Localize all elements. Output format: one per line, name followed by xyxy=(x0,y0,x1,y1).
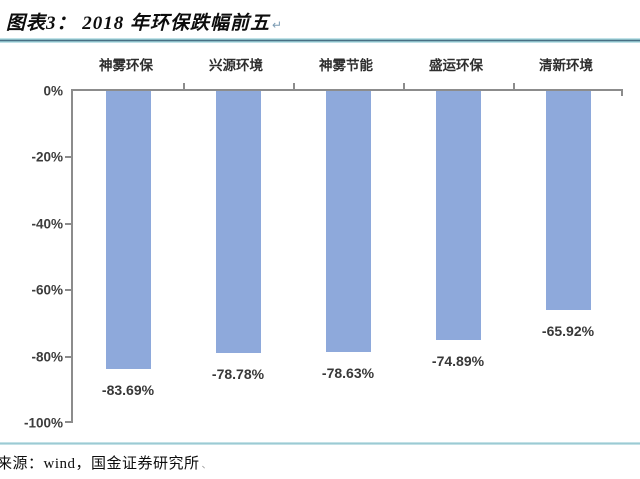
x-axis-tick xyxy=(403,83,405,89)
y-axis-label: -60% xyxy=(31,282,63,298)
category-axis: 神雾环保 兴源环境 神雾节能 盛运环保 清新环境 xyxy=(71,54,621,73)
category-label: 兴源环境 xyxy=(209,58,263,73)
figure-title-text: 图表3： 2018 年环保跌幅前五 xyxy=(6,13,271,34)
x-axis-tick xyxy=(513,83,515,89)
bar xyxy=(545,91,591,310)
y-axis-label: -100% xyxy=(23,415,63,431)
y-axis-tick xyxy=(65,222,71,225)
category-label: 清新环境 xyxy=(539,58,593,73)
category-label: 盛运环保 xyxy=(429,58,483,73)
y-axis-label: -20% xyxy=(31,149,63,165)
y-axis-tick xyxy=(65,156,71,159)
y-axis-label: 0% xyxy=(43,83,63,99)
y-axis-label: -80% xyxy=(31,349,63,365)
title-divider xyxy=(0,38,640,43)
y-axis-label: -40% xyxy=(31,216,63,232)
bar xyxy=(435,91,481,340)
category-label: 神雾环保 xyxy=(99,58,153,73)
bar-value-label: -78.78% xyxy=(211,365,265,382)
figure-title: 图表3： 2018 年环保跌幅前五 ↵ xyxy=(6,8,283,35)
category-label: 神雾节能 xyxy=(319,58,373,73)
x-axis-tick xyxy=(621,91,623,96)
footer-return-mark: 、 xyxy=(201,460,213,471)
bar-value-label: -83.69% xyxy=(101,381,155,398)
y-axis-tick xyxy=(65,355,71,358)
x-axis-tick xyxy=(293,83,295,89)
bar-value-label: -74.89% xyxy=(431,352,485,369)
footer-divider xyxy=(0,442,640,445)
source-text: 来源：wind，国金证券研究所、 xyxy=(0,452,212,473)
bar xyxy=(215,91,261,353)
plot-area: 0% -20% -40% -60% -80% -100% -83.69% -78.78% -78… xyxy=(24,83,623,431)
return-mark-icon: ↵ xyxy=(272,18,284,32)
bar xyxy=(325,91,371,353)
source-text-label: 来源：wind，国金证券研究所 xyxy=(0,456,200,472)
bar-value-label: -65.92% xyxy=(541,322,595,339)
y-axis-tick xyxy=(65,421,71,423)
x-axis-tick xyxy=(183,83,185,89)
bar-value-label: -78.63% xyxy=(321,365,375,382)
y-axis-tick xyxy=(65,289,71,292)
bar xyxy=(105,91,151,369)
